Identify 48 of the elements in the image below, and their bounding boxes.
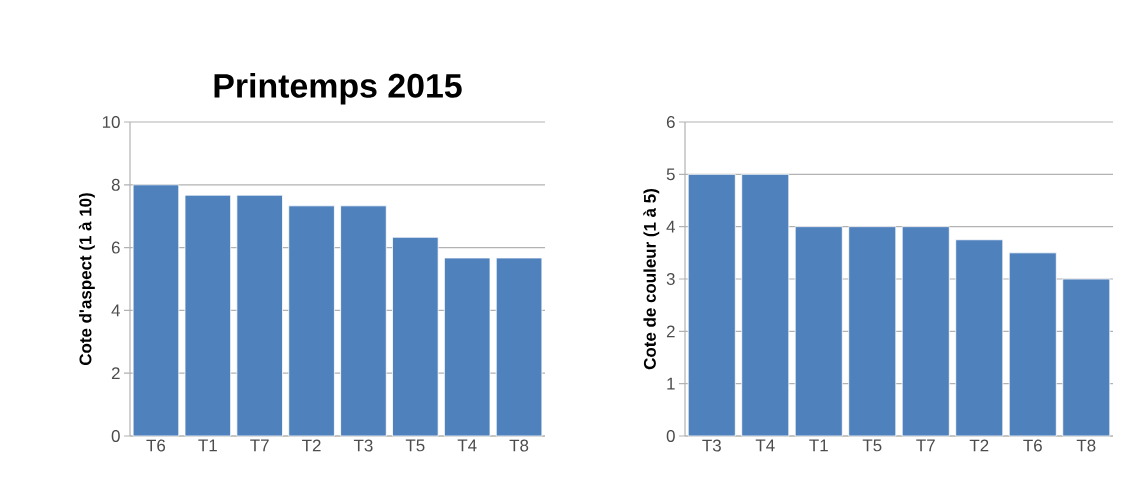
bar — [901, 226, 950, 437]
x-tick-label: T1 — [809, 439, 828, 452]
y-axis-title: Cote de couleur (1 à 5) — [643, 189, 660, 370]
chart-title: Printemps 2015 — [214, 72, 462, 105]
bar — [848, 226, 897, 437]
y-tick-label: 6 — [666, 116, 675, 128]
x-tick-label: T3 — [353, 439, 373, 452]
y-tick-label: 8 — [111, 178, 120, 191]
bar — [340, 205, 387, 437]
bar — [1062, 278, 1111, 437]
x-tick-label: T5 — [862, 439, 882, 452]
x-tick-label: T8 — [1076, 439, 1096, 452]
x-tick-label: T4 — [755, 439, 775, 452]
y-tick-label: 0 — [111, 430, 120, 442]
bar — [955, 239, 1004, 437]
x-tick-label: T7 — [916, 439, 935, 452]
y-tick-label: 4 — [666, 220, 675, 233]
y-axis-title: Cote d'aspect (1 à 10) — [78, 193, 95, 366]
bar — [741, 173, 790, 437]
x-tick-label: T3 — [702, 439, 721, 452]
bar — [794, 226, 843, 437]
x-tick-label: T5 — [405, 439, 425, 452]
x-tick-label: T8 — [509, 439, 529, 452]
bar — [495, 257, 543, 437]
bar — [132, 184, 180, 437]
bar — [443, 257, 491, 437]
x-tick-label: T7 — [250, 439, 269, 452]
y-tick-label: 0 — [666, 430, 675, 442]
bar — [184, 194, 232, 437]
x-tick-label: T6 — [146, 439, 166, 452]
y-tick-label: 3 — [666, 273, 675, 285]
y-tick-label: 1 — [667, 377, 675, 390]
bar — [288, 205, 335, 437]
x-tick-label: T1 — [198, 439, 217, 452]
y-tick-label: 2 — [666, 325, 675, 338]
x-tick-label: T2 — [969, 439, 989, 452]
y-tick-label: 5 — [666, 168, 675, 181]
y-tick-label: 6 — [111, 241, 120, 254]
y-tick-label: 4 — [111, 304, 120, 317]
y-tick-label: 10 — [102, 116, 120, 128]
bar — [1008, 252, 1057, 437]
bar — [687, 173, 736, 437]
x-tick-label: T4 — [457, 439, 477, 452]
x-tick-label: T6 — [1023, 439, 1042, 452]
bar — [236, 194, 283, 437]
y-tick-label: 2 — [111, 367, 120, 380]
bar — [392, 236, 439, 437]
x-tick-label: T2 — [302, 439, 321, 452]
